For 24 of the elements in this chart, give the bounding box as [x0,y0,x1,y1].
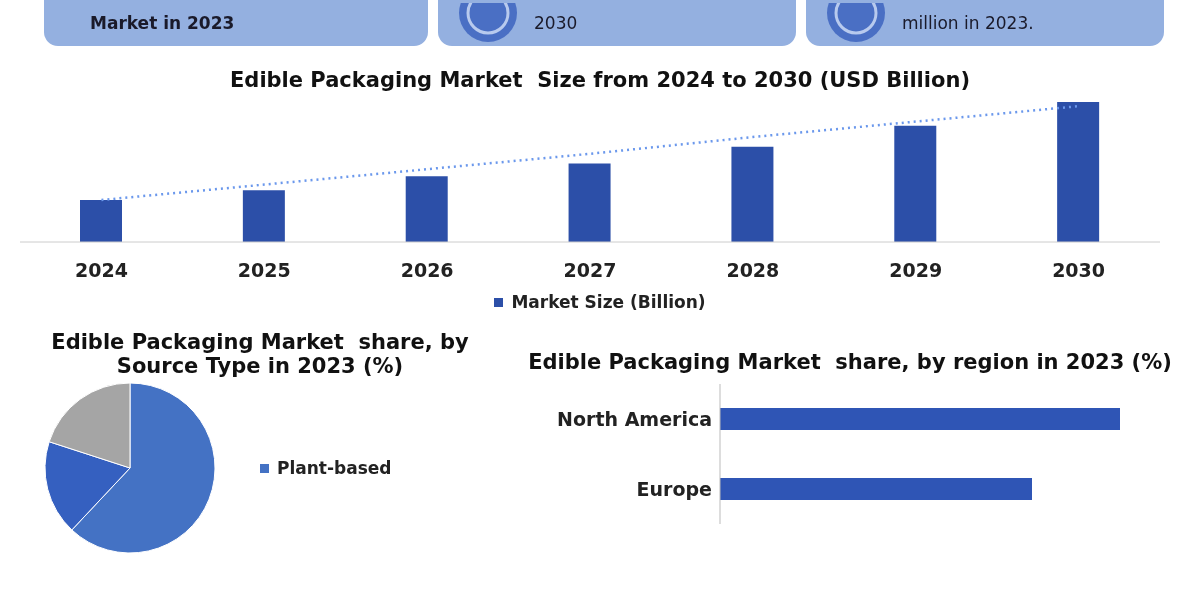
text: Market in 2023 [90,13,235,33]
y-tick-label: North America [557,407,712,430]
chart-title: Edible Packaging Market share, by Source Type in 2023 (%) [50,330,470,378]
legend-label: Market Size (Billion) [511,292,706,312]
bar [1057,102,1100,242]
x-tick-label: 2030 [1052,259,1106,282]
chart-title: Edible Packaging Market share, by region in 2023 (%) [527,350,1173,374]
x-tick-label: 2025 [237,259,291,282]
x-tick-label: 2026 [400,259,454,282]
bar [80,200,122,242]
x-tick-label: 2027 [563,259,617,282]
x-tick-label: 2028 [726,259,780,282]
text: million in 2023. [902,13,1034,33]
bar [405,176,448,242]
bar [894,125,937,242]
bar [731,146,774,242]
bar [568,163,611,242]
chart-title: Edible Packaging Market Size from 2024 to 2030 (USD Billion) [229,68,971,92]
legend-label: Plant-based [277,458,392,478]
x-tick-label: 2024 [74,259,128,282]
y-tick-label: Europe [636,477,712,500]
text: 2030 [534,13,578,33]
x-tick-label: 2029 [889,259,943,282]
bar [242,190,285,242]
